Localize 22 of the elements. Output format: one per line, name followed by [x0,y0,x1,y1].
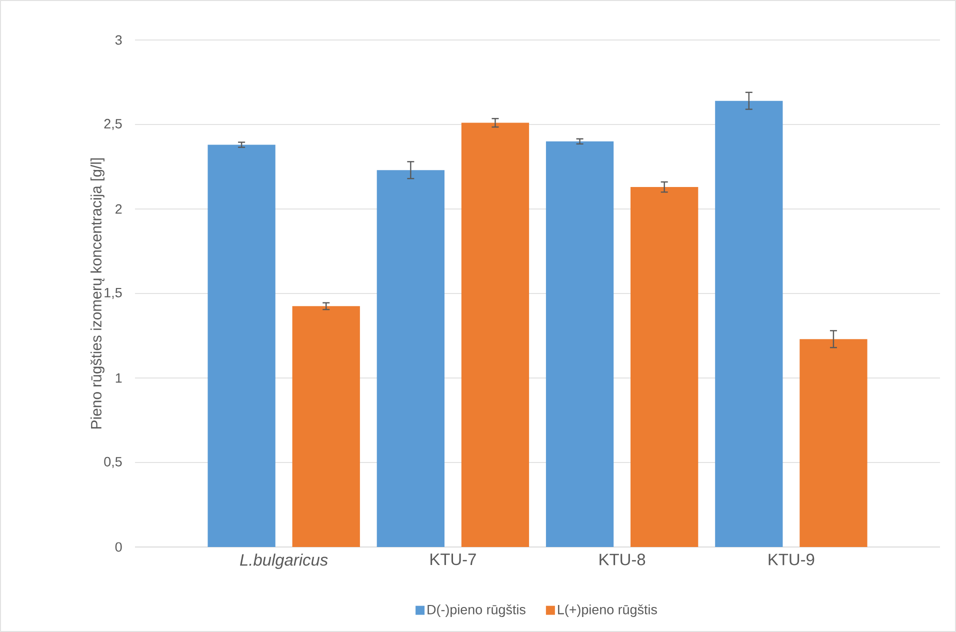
y-axis-title: Pieno rūgšties izomerų koncentracija [g/l] [90,158,104,428]
x-tick-label: L.bulgaricus [240,554,328,569]
bar [376,170,444,547]
bar [546,141,614,547]
bar [630,187,698,547]
y-tick-label: 2,5 [104,118,122,130]
x-tick-label: KTU-9 [768,554,814,566]
y-tick-label: 3 [115,35,122,45]
bar [715,100,783,547]
bar [800,339,868,547]
legend-label: D(-)pieno rūgštis [428,604,526,617]
bar [461,122,530,547]
x-tick-label: KTU-7 [430,554,476,566]
x-tick-label: KTU-8 [600,554,646,566]
y-tick-label: 1,5 [104,288,122,299]
y-tick-label: 0 [115,542,122,552]
bar [208,144,276,547]
y-tick-label: 0,5 [104,456,122,468]
y-tick-label: 1 [116,373,122,383]
bar [292,306,360,547]
y-tick-label: 2 [116,204,122,214]
legend-label: L(+)pieno rūgštis [558,604,657,617]
